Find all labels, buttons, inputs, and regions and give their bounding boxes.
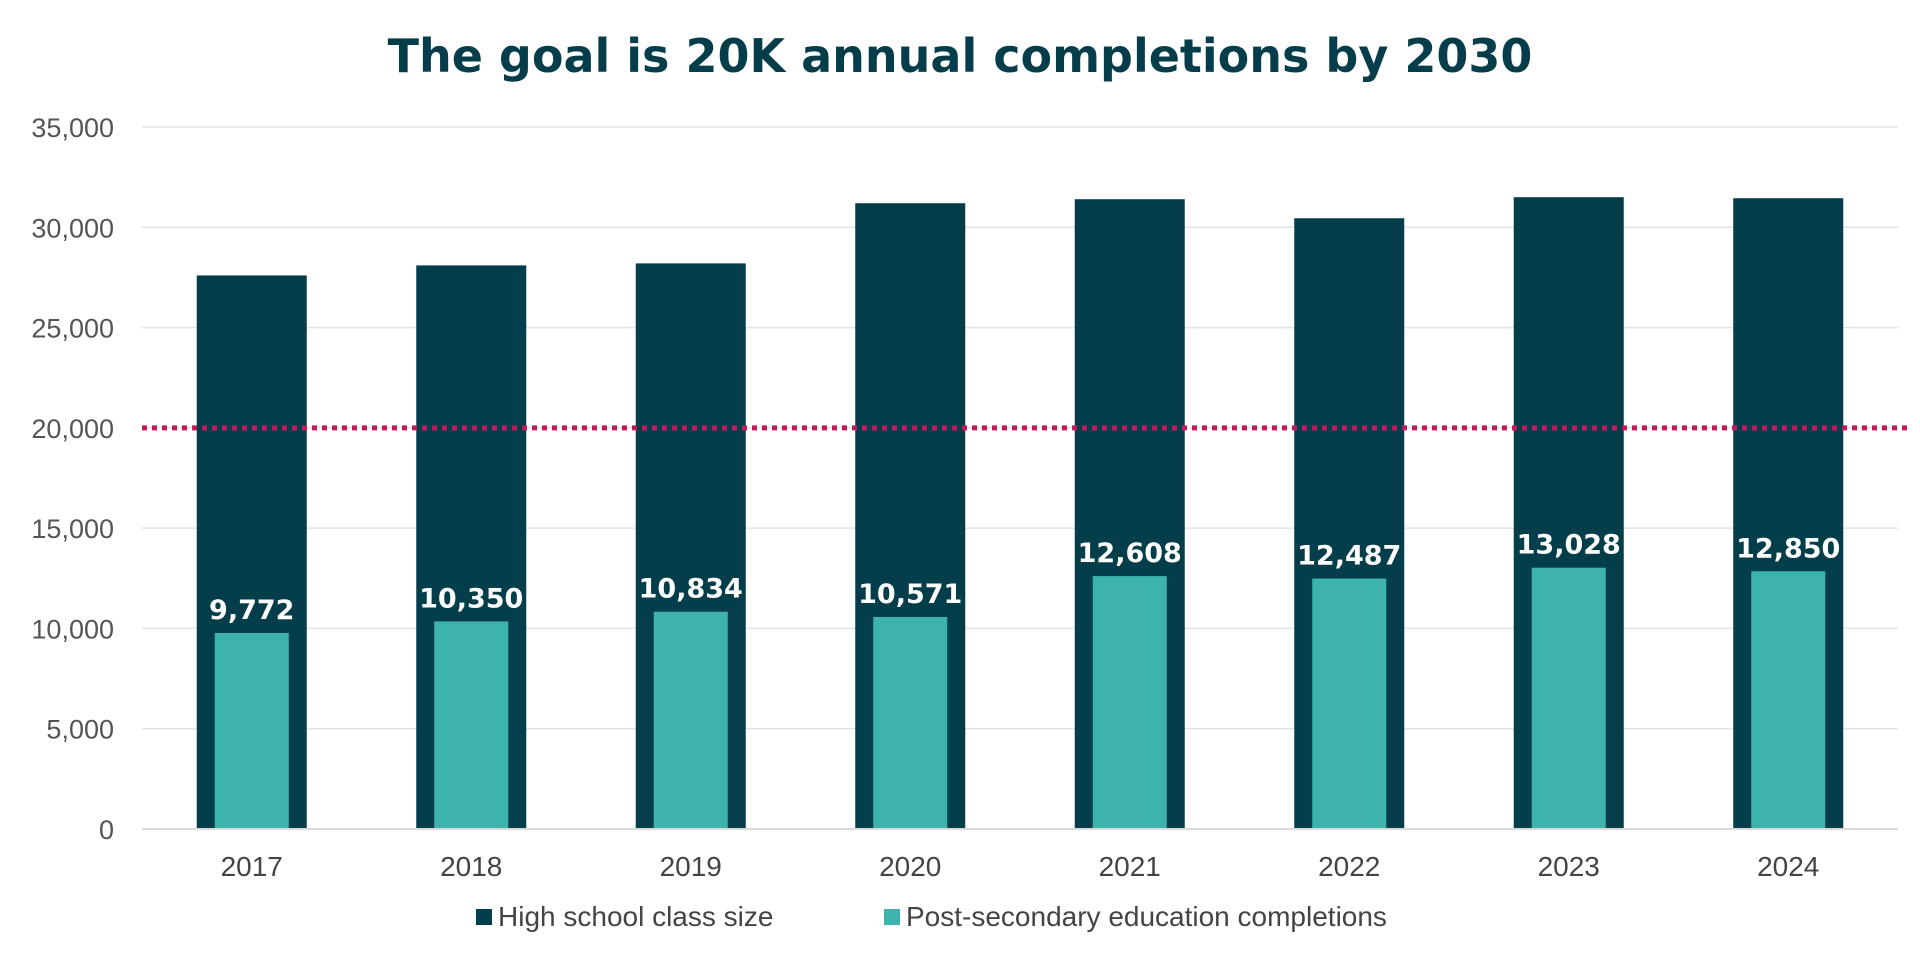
bar-post-secondary-completions (1751, 571, 1826, 829)
legend: High school class size Post-secondary edu… (476, 901, 1387, 932)
bars (196, 197, 1844, 830)
data-labels: 9,772 10,350 10,834 10,571 12,608 12,487 13,02… (209, 530, 1840, 626)
x-tick-label: 2017 (221, 851, 283, 882)
y-tick-label: 0 (99, 815, 114, 845)
bar-post-secondary-completions (214, 633, 289, 829)
y-axis: 0 5,000 10,000 15,000 20,000 25,000 30,000 35,0… (31, 113, 114, 845)
x-tick-label: 2020 (879, 851, 941, 882)
data-label: 10,571 (858, 579, 962, 610)
y-tick-label: 20,000 (31, 414, 114, 444)
bar-post-secondary-completions (1092, 576, 1167, 829)
data-label: 9,772 (209, 595, 294, 626)
data-label: 12,850 (1736, 533, 1840, 564)
x-tick-label: 2018 (440, 851, 502, 882)
y-tick-label: 5,000 (46, 715, 114, 745)
x-tick-label: 2024 (1757, 851, 1819, 882)
bar-post-secondary-completions (434, 621, 509, 829)
y-tick-label: 15,000 (31, 514, 114, 544)
data-label: 12,608 (1078, 538, 1182, 569)
y-tick-label: 25,000 (31, 314, 114, 344)
x-tick-label: 2021 (1099, 851, 1161, 882)
x-tick-label: 2019 (660, 851, 722, 882)
legend-swatch (476, 909, 492, 925)
data-label: 10,350 (419, 583, 523, 614)
legend-swatch (884, 909, 900, 925)
bar-post-secondary-completions (653, 611, 728, 829)
bar-post-secondary-completions (1531, 567, 1606, 829)
y-tick-label: 10,000 (31, 614, 114, 644)
legend-label: Post-secondary education completions (906, 901, 1387, 932)
x-tick-label: 2022 (1318, 851, 1380, 882)
data-label: 12,487 (1297, 541, 1401, 572)
y-tick-label: 35,000 (31, 113, 114, 143)
bar-post-secondary-completions (873, 616, 948, 829)
data-label: 13,028 (1517, 530, 1621, 561)
x-tick-label: 2023 (1538, 851, 1600, 882)
y-tick-label: 30,000 (31, 213, 114, 243)
legend-label: High school class size (498, 901, 773, 932)
chart-title: The goal is 20K annual completions by 20… (388, 29, 1533, 83)
data-label: 10,834 (639, 574, 743, 605)
bar-post-secondary-completions (1312, 578, 1387, 829)
x-axis: 2017 2018 2019 2020 2021 2022 2023 2024 (142, 828, 1898, 882)
